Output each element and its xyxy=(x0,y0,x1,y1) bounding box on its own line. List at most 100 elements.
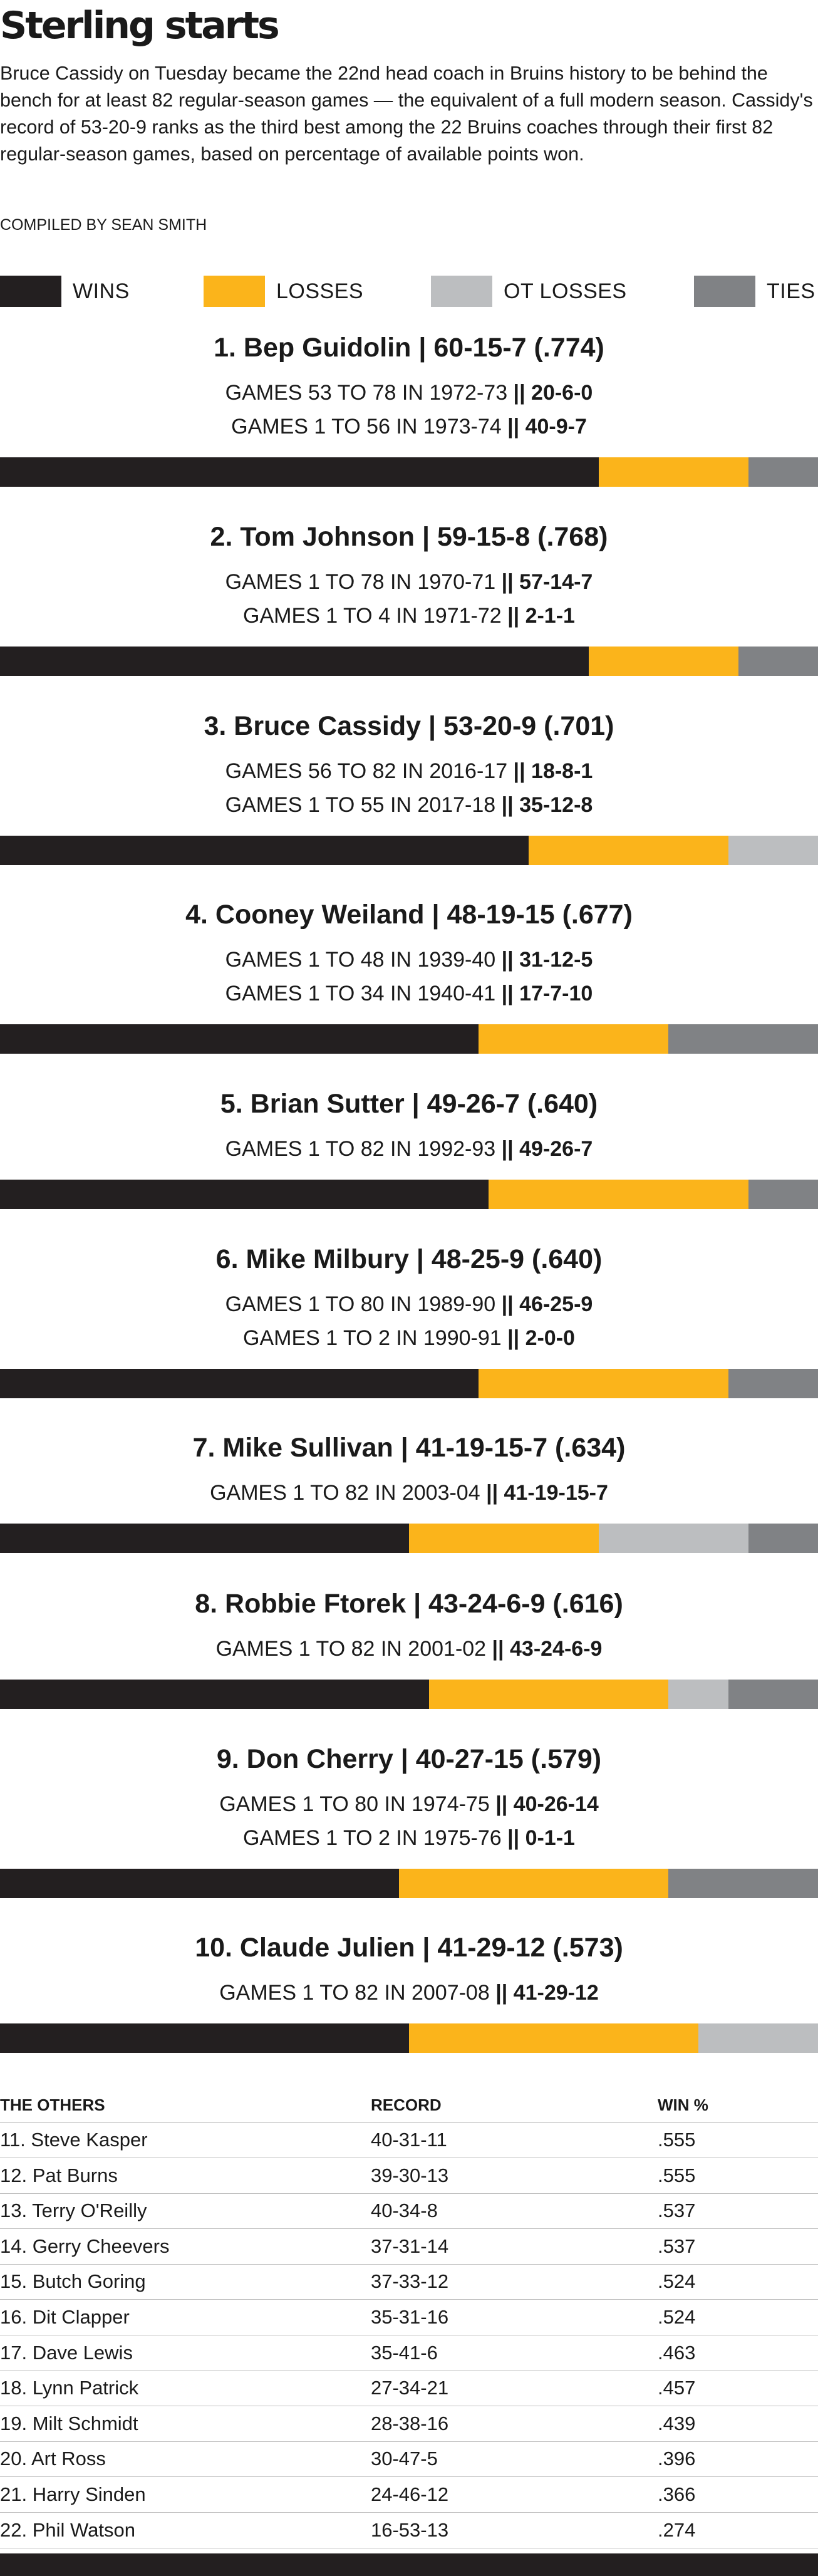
bar-segment-ties xyxy=(668,1024,818,1054)
season-separator: || xyxy=(501,415,525,439)
graphic-title: Sterling starts xyxy=(0,4,280,48)
coach-heading: 9. Don Cherry | 40-27-15 (.579) xyxy=(216,1744,602,1774)
table-row: 16. Dit Clapper 35-31-16 .524 xyxy=(0,2300,818,2335)
season-range: GAMES 1 TO 80 IN 1974-75 xyxy=(219,1792,490,1816)
season-line: GAMES 53 TO 78 IN 1972-73 || 20-6-0 xyxy=(0,380,818,406)
season-range: GAMES 1 TO 82 IN 2001-02 xyxy=(215,1637,487,1661)
bar-segment-wins xyxy=(0,1524,410,1553)
coach-heading: 10. Claude Julien | 41-29-12 (.573) xyxy=(195,1933,623,1963)
record-bar xyxy=(0,1180,818,1209)
season-line: GAMES 1 TO 82 IN 1992-93 || 49-26-7 xyxy=(0,1136,818,1162)
cell-name: 18. Lynn Patrick xyxy=(0,2377,139,2399)
record-bar xyxy=(0,647,818,676)
record-bar xyxy=(0,1524,818,1553)
cell-win-pct: .457 xyxy=(658,2377,696,2399)
table-row: 13. Terry O'Reilly 40-34-8 .537 xyxy=(0,2193,818,2228)
season-line: GAMES 1 TO 2 IN 1990-91 || 2-0-0 xyxy=(0,1325,818,1351)
bar-segment-wins xyxy=(0,647,589,676)
season-separator: || xyxy=(501,1326,525,1350)
cell-win-pct: .537 xyxy=(658,2199,696,2222)
cell-record: 16-53-13 xyxy=(371,2518,449,2541)
bar-segment-wins xyxy=(0,457,599,487)
season-range: GAMES 1 TO 2 IN 1990-91 xyxy=(243,1326,502,1350)
season-separator: || xyxy=(495,1137,520,1161)
season-separator: || xyxy=(489,1981,514,2005)
season-record: 17-7-10 xyxy=(519,982,593,1005)
record-bar xyxy=(0,1024,818,1054)
cell-name: 12. Pat Burns xyxy=(0,2164,118,2186)
bar-segment-ot-losses xyxy=(698,2023,818,2053)
others-header-record: RECORD xyxy=(371,2096,442,2114)
legend-swatch xyxy=(0,276,61,307)
bar-segment-losses xyxy=(598,457,748,487)
legend-swatch xyxy=(204,276,265,307)
cell-name: 15. Butch Goring xyxy=(0,2270,146,2293)
bar-segment-losses xyxy=(529,836,729,865)
season-range: GAMES 53 TO 78 IN 1972-73 xyxy=(225,381,508,405)
cell-name: 17. Dave Lewis xyxy=(0,2341,133,2364)
record-bar xyxy=(0,1369,818,1398)
legend-label: WINS xyxy=(73,279,130,303)
intro-text: Bruce Cassidy on Tuesday became the 22nd… xyxy=(0,63,813,165)
season-line: GAMES 1 TO 2 IN 1975-76 || 0-1-1 xyxy=(0,1825,818,1851)
legend-swatch xyxy=(431,276,492,307)
season-range: GAMES 1 TO 55 IN 2017-18 xyxy=(225,793,496,817)
season-record: 41-29-12 xyxy=(513,1981,599,2005)
season-line: GAMES 1 TO 82 IN 2003-04 || 41-19-15-7 xyxy=(0,1480,818,1506)
cell-name: 19. Milt Schmidt xyxy=(0,2412,138,2434)
table-row: 11. Steve Kasper 40-31-11 .555 xyxy=(0,2122,818,2158)
cell-record: 27-34-21 xyxy=(371,2377,449,2399)
cell-name: 16. Dit Clapper xyxy=(0,2306,130,2328)
season-record: 2-1-1 xyxy=(525,604,575,628)
cell-name: 13. Terry O'Reilly xyxy=(0,2199,147,2222)
bar-segment-losses xyxy=(399,1869,669,1898)
cell-name: 21. Harry Sinden xyxy=(0,2483,146,2505)
season-separator: || xyxy=(495,793,520,817)
table-divider xyxy=(0,2122,818,2123)
bar-segment-ties xyxy=(738,647,818,676)
legend-label: OT LOSSES xyxy=(504,279,627,303)
bar-segment-wins xyxy=(0,1024,479,1054)
record-bar xyxy=(0,457,818,487)
season-separator: || xyxy=(501,604,525,628)
record-bar xyxy=(0,1869,818,1898)
cell-record: 30-47-5 xyxy=(371,2448,438,2470)
cell-record: 40-34-8 xyxy=(371,2199,438,2222)
bar-segment-wins xyxy=(0,1369,479,1398)
coach-heading: 5. Brian Sutter | 49-26-7 (.640) xyxy=(220,1089,598,1119)
season-separator: || xyxy=(495,1292,520,1316)
season-record: 35-12-8 xyxy=(519,793,593,817)
season-separator: || xyxy=(489,1792,514,1816)
season-record: 43-24-6-9 xyxy=(510,1637,603,1661)
table-row: 22. Phil Watson 16-53-13 .274 xyxy=(0,2513,818,2548)
bar-segment-ties xyxy=(668,1869,818,1898)
season-separator: || xyxy=(495,982,520,1005)
season-range: GAMES 1 TO 82 IN 2003-04 xyxy=(210,1481,480,1505)
season-range: GAMES 1 TO 82 IN 2007-08 xyxy=(219,1981,490,2005)
season-range: GAMES 1 TO 80 IN 1989-90 xyxy=(225,1292,496,1316)
season-record: 46-25-9 xyxy=(519,1292,593,1316)
season-range: GAMES 56 TO 82 IN 2016-17 xyxy=(225,759,508,783)
season-line: GAMES 1 TO 56 IN 1973-74 || 40-9-7 xyxy=(0,413,818,440)
season-line: GAMES 1 TO 80 IN 1989-90 || 46-25-9 xyxy=(0,1291,818,1317)
coach-heading: 3. Bruce Cassidy | 53-20-9 (.701) xyxy=(204,711,614,741)
cell-win-pct: .555 xyxy=(658,2129,696,2151)
cell-record: 37-33-12 xyxy=(371,2270,449,2293)
table-divider xyxy=(0,2299,818,2300)
bar-segment-losses xyxy=(409,2023,699,2053)
cell-record: 24-46-12 xyxy=(371,2483,449,2505)
cell-name: 22. Phil Watson xyxy=(0,2518,135,2541)
season-record: 18-8-1 xyxy=(531,759,593,783)
season-record: 31-12-5 xyxy=(519,948,593,972)
season-separator: || xyxy=(507,381,532,405)
table-row: 15. Butch Goring 37-33-12 .524 xyxy=(0,2264,818,2299)
season-line: GAMES 1 TO 78 IN 1970-71 || 57-14-7 xyxy=(0,569,818,595)
cell-win-pct: .463 xyxy=(658,2341,696,2364)
cell-win-pct: .439 xyxy=(658,2412,696,2434)
others-header-name: THE OTHERS xyxy=(0,2096,105,2114)
table-divider xyxy=(0,2441,818,2442)
legend-swatch xyxy=(694,276,755,307)
bar-segment-wins xyxy=(0,1869,400,1898)
record-bar xyxy=(0,1680,818,1709)
season-separator: || xyxy=(501,1826,525,1850)
